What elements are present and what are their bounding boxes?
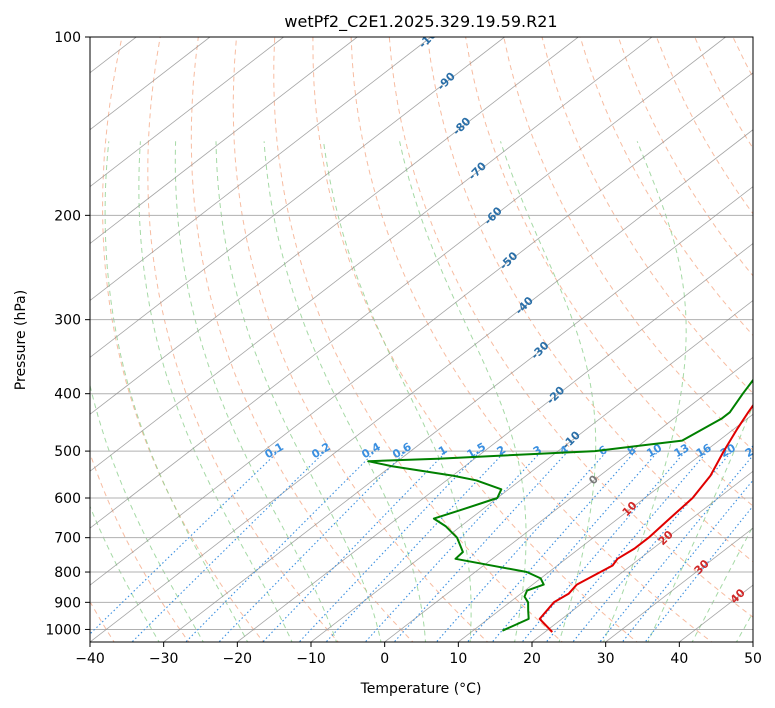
dry-adiabat-line	[541, 37, 753, 395]
dry-adiabat-line	[90, 451, 190, 642]
isotherm-line	[90, 37, 432, 301]
mixing-ratio-line	[364, 450, 543, 642]
moist-adiabat-line	[500, 141, 597, 642]
isotherm-line	[310, 299, 753, 642]
y-tick-label: 800	[54, 565, 81, 581]
mixing-ratio-lines	[90, 450, 753, 642]
dry-adiabat-line	[312, 37, 638, 642]
mixing-ratio-line	[262, 450, 448, 642]
profile-series	[367, 378, 753, 633]
x-axis-ticks: −40 −30 −20 −10 0 10 20 30 40 50	[75, 642, 762, 667]
y-tick-label: 600	[54, 491, 81, 507]
y-tick-label: 1000	[45, 622, 81, 638]
isotherm-line	[90, 37, 284, 188]
y-tick-label: 700	[54, 531, 81, 547]
isotherm-line	[384, 356, 753, 642]
moist-adiabat-line	[263, 141, 427, 642]
temperature-profile-line	[538, 403, 753, 633]
y-tick-label: 300	[54, 313, 81, 329]
dry-adiabat-line	[388, 37, 753, 618]
chart-title: wetPf2_C2E1.2025.329.19.59.R21	[284, 12, 557, 32]
isotherm-line	[90, 129, 753, 642]
y-tick-label: 900	[54, 595, 81, 611]
dry-adiabat-line	[147, 37, 339, 642]
x-tick-label: −30	[149, 651, 179, 667]
mixing-ratio-line	[325, 450, 506, 642]
moist-adiabat-line	[174, 141, 338, 642]
mixing-ratio-label: 25	[743, 441, 763, 460]
dry-adiabat-line	[232, 37, 489, 642]
y-tick-label: 400	[54, 387, 81, 403]
dry-adiabat-line	[350, 37, 713, 642]
isotherm-line	[90, 37, 579, 415]
isotherm-line	[90, 37, 653, 472]
x-tick-label: 50	[744, 651, 762, 667]
isotherm-line	[163, 186, 753, 642]
dry-adiabat-line	[190, 37, 414, 642]
moist-adiabats	[90, 141, 753, 642]
moist-adiabat-line	[90, 382, 204, 642]
x-axis-label: Temperature (°C)	[360, 681, 482, 697]
isotherm-line	[605, 527, 753, 642]
x-tick-label: −10	[296, 651, 326, 667]
moist-adiabat-line	[215, 141, 382, 642]
moist-adiabat-line	[399, 141, 527, 642]
isotherm-line	[237, 243, 753, 642]
dewpoint-profile-line	[367, 378, 753, 632]
dry-adiabats	[90, 37, 753, 642]
mixing-ratio-line	[185, 450, 376, 642]
dry-adiabat-line	[617, 37, 753, 277]
moist-adiabat-line	[104, 141, 249, 642]
x-tick-label: 40	[670, 651, 688, 667]
isotherm-line	[90, 72, 753, 586]
y-axis-label: Pressure (hPa)	[13, 290, 29, 390]
mixing-ratio-line	[131, 450, 326, 642]
mixing-ratio-line	[491, 450, 659, 642]
plot-frame	[89, 36, 754, 643]
y-tick-label: 200	[54, 208, 81, 224]
y-tick-label: 500	[54, 444, 81, 460]
mixing-ratio-line	[90, 450, 279, 635]
dry-adiabat-line	[102, 37, 265, 642]
y-axis-ticks: 1000 900 800 700 600 500 400 300 200 100	[45, 30, 90, 638]
mixing-ratio-line	[466, 450, 637, 642]
dry-adiabat-line	[465, 37, 753, 507]
x-tick-label: 0	[380, 651, 389, 667]
moist-adiabat-line	[323, 141, 472, 642]
isotherms	[90, 37, 753, 642]
x-tick-label: 30	[597, 651, 615, 667]
mixing-ratio-line	[621, 479, 753, 642]
isotherm-line	[458, 413, 753, 642]
mixing-ratio-line	[644, 505, 753, 642]
moist-adiabat-line	[602, 141, 687, 642]
x-tick-label: 20	[523, 651, 541, 667]
dry-adiabat-line	[579, 37, 753, 337]
mixing-ratio-line	[298, 450, 481, 642]
plot-area: -100-90-80-70-60-50-40-30-20-10010203040…	[90, 37, 763, 642]
dry-adiabat-line	[273, 37, 564, 642]
mixing-ratio-line	[435, 450, 608, 642]
y-tick-label: 100	[54, 30, 81, 46]
x-tick-label: 10	[449, 651, 467, 667]
isotherm-line	[90, 37, 505, 358]
isotherm-line	[531, 470, 753, 642]
dry-adiabat-line	[503, 37, 753, 451]
x-tick-label: −40	[75, 651, 105, 667]
isotherm-line	[90, 37, 358, 245]
x-tick-label: −20	[223, 651, 253, 667]
mixing-ratio-line	[218, 450, 407, 642]
moist-adiabat-line	[138, 141, 293, 642]
isotherm-line	[90, 37, 726, 529]
mixing-ratio-line	[599, 454, 753, 642]
mixing-ratio-line	[521, 450, 687, 642]
